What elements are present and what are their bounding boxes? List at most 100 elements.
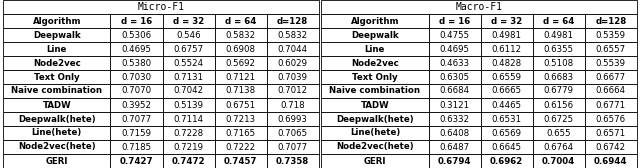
Text: Deepwalk(hete): Deepwalk(hete) (18, 115, 95, 123)
Text: Macro-F1: Macro-F1 (456, 2, 502, 12)
Bar (429, 140, 481, 154)
Text: 0.6332: 0.6332 (440, 115, 470, 123)
Text: 0.7228: 0.7228 (173, 129, 204, 137)
Text: GERI: GERI (45, 157, 68, 165)
Bar (321, 154, 429, 168)
Bar (532, 126, 585, 140)
Bar (3, 42, 111, 56)
Text: Line: Line (47, 45, 67, 53)
Bar (111, 154, 163, 168)
Bar (481, 42, 532, 56)
Bar (214, 70, 267, 84)
Text: 0.655: 0.655 (547, 129, 571, 137)
Bar (321, 56, 429, 70)
Bar (214, 154, 267, 168)
Bar (481, 112, 532, 126)
Text: 0.6408: 0.6408 (440, 129, 470, 137)
Bar (3, 98, 111, 112)
Bar (481, 154, 532, 168)
Bar (163, 70, 214, 84)
Bar (532, 98, 585, 112)
Text: 0.7030: 0.7030 (122, 73, 152, 81)
Bar (321, 112, 429, 126)
Text: 0.7358: 0.7358 (276, 157, 309, 165)
Bar (111, 56, 163, 70)
Text: 0.5359: 0.5359 (596, 31, 626, 39)
Text: 0.6771: 0.6771 (596, 100, 626, 110)
Text: 0.7138: 0.7138 (225, 87, 256, 95)
Bar (585, 42, 637, 56)
Bar (585, 84, 637, 98)
Bar (429, 154, 481, 168)
Bar (111, 126, 163, 140)
Text: 0.6664: 0.6664 (596, 87, 626, 95)
Text: 0.6683: 0.6683 (543, 73, 574, 81)
Bar (532, 42, 585, 56)
Text: d = 64: d = 64 (543, 16, 574, 26)
Bar (267, 84, 319, 98)
Bar (585, 154, 637, 168)
Bar (429, 84, 481, 98)
Text: 0.4828: 0.4828 (492, 58, 522, 68)
Text: 0.6757: 0.6757 (173, 45, 204, 53)
Text: 0.6305: 0.6305 (440, 73, 470, 81)
Bar (532, 56, 585, 70)
Bar (267, 154, 319, 168)
Text: 0.6677: 0.6677 (596, 73, 626, 81)
Text: Algorithm: Algorithm (33, 16, 81, 26)
Bar (214, 98, 267, 112)
Text: TADW: TADW (42, 100, 71, 110)
Text: 0.5832: 0.5832 (278, 31, 308, 39)
Bar (481, 28, 532, 42)
Text: 0.5139: 0.5139 (173, 100, 204, 110)
Bar (111, 84, 163, 98)
Bar (111, 70, 163, 84)
Text: Line(hete): Line(hete) (32, 129, 82, 137)
Bar (3, 28, 111, 42)
Text: 0.7213: 0.7213 (225, 115, 256, 123)
Text: 0.4695: 0.4695 (440, 45, 470, 53)
Bar (585, 70, 637, 84)
Text: 0.4695: 0.4695 (122, 45, 152, 53)
Bar (214, 28, 267, 42)
Bar (163, 140, 214, 154)
Text: TADW: TADW (360, 100, 389, 110)
Bar (163, 14, 214, 28)
Bar (111, 14, 163, 28)
Text: 0.6908: 0.6908 (226, 45, 255, 53)
Bar (3, 84, 111, 98)
Bar (267, 14, 319, 28)
Bar (214, 14, 267, 28)
Bar (481, 70, 532, 84)
Text: 0.6571: 0.6571 (596, 129, 626, 137)
Text: 0.6112: 0.6112 (492, 45, 522, 53)
Bar (267, 56, 319, 70)
Bar (585, 126, 637, 140)
Text: Deepwalk: Deepwalk (351, 31, 399, 39)
Text: 0.7042: 0.7042 (173, 87, 204, 95)
Text: Naive combination: Naive combination (12, 87, 102, 95)
Text: 0.6751: 0.6751 (225, 100, 256, 110)
Text: 0.7039: 0.7039 (278, 73, 308, 81)
Text: 0.6576: 0.6576 (596, 115, 626, 123)
Text: 0.5524: 0.5524 (173, 58, 204, 68)
Text: 0.6665: 0.6665 (492, 87, 522, 95)
Text: 0.5539: 0.5539 (596, 58, 626, 68)
Text: Node2vec(hete): Node2vec(hete) (18, 142, 95, 152)
Bar (3, 126, 111, 140)
Text: Line(hete): Line(hete) (350, 129, 400, 137)
Bar (3, 70, 111, 84)
Text: 0.6962: 0.6962 (490, 157, 524, 165)
Text: 0.6764: 0.6764 (543, 142, 574, 152)
Text: 0.6029: 0.6029 (278, 58, 308, 68)
Bar (321, 70, 429, 84)
Bar (532, 14, 585, 28)
Text: 0.5306: 0.5306 (122, 31, 152, 39)
Bar (267, 112, 319, 126)
Text: 0.6725: 0.6725 (543, 115, 574, 123)
Bar (267, 42, 319, 56)
Text: 0.6557: 0.6557 (596, 45, 626, 53)
Text: 0.7219: 0.7219 (173, 142, 204, 152)
Bar (585, 56, 637, 70)
Bar (214, 84, 267, 98)
